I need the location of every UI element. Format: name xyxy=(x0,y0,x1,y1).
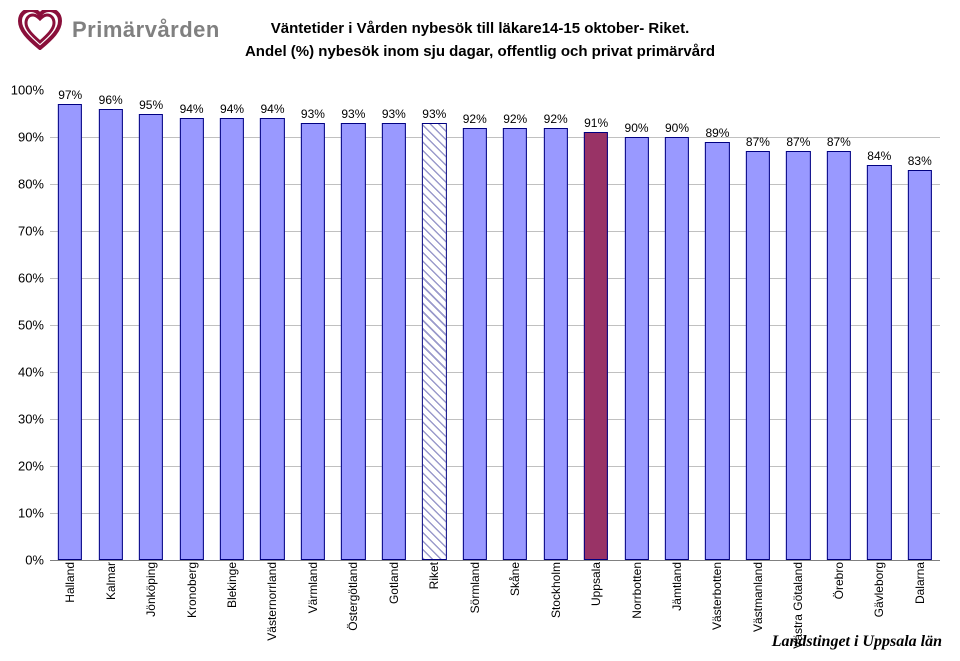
bar-value-label: 92% xyxy=(463,112,487,126)
bar-value-label: 93% xyxy=(341,107,365,121)
bar xyxy=(422,123,446,560)
bar-value-label: 96% xyxy=(99,93,123,107)
bar-value-label: 90% xyxy=(665,121,689,135)
bar xyxy=(786,151,810,560)
footer-text: Landstinget i Uppsala län xyxy=(772,633,942,651)
bar xyxy=(220,118,244,560)
bar-value-label: 87% xyxy=(746,135,770,149)
category-label: Västerbotten xyxy=(710,562,724,630)
bar xyxy=(746,151,770,560)
category-label: Kalmar xyxy=(104,562,118,600)
y-tick-label: 70% xyxy=(0,224,44,239)
category-label: Jämtland xyxy=(670,562,684,611)
y-tick-label: 10% xyxy=(0,506,44,521)
bar xyxy=(179,118,203,560)
x-axis-labels: Halland Kalmar Jönköping Kronoberg Blekinge V… xyxy=(50,562,940,632)
bar xyxy=(705,142,729,560)
bar xyxy=(301,123,325,560)
category-label: Blekinge xyxy=(225,562,239,608)
category-label: Örebro xyxy=(832,562,846,599)
bar-value-label: 93% xyxy=(422,107,446,121)
category-label: Jönköping xyxy=(144,562,158,617)
bar-value-label: 89% xyxy=(705,126,729,140)
bar xyxy=(867,165,891,560)
bar-value-label: 93% xyxy=(301,107,325,121)
bar-value-label: 83% xyxy=(908,154,932,168)
bar xyxy=(665,137,689,560)
bar xyxy=(341,123,365,560)
y-tick-label: 40% xyxy=(0,365,44,380)
category-label: Uppsala xyxy=(589,562,603,606)
bar-value-label: 93% xyxy=(382,107,406,121)
bar-value-label: 94% xyxy=(260,102,284,116)
category-label: Gävleborg xyxy=(872,562,886,617)
bar-value-label: 87% xyxy=(786,135,810,149)
y-tick-label: 100% xyxy=(0,83,44,98)
category-label: Skåne xyxy=(508,562,522,596)
y-tick-label: 50% xyxy=(0,318,44,333)
category-label: Västmanland xyxy=(751,562,765,632)
category-label: Östergötland xyxy=(346,562,360,631)
y-tick-label: 30% xyxy=(0,412,44,427)
y-tick-label: 60% xyxy=(0,271,44,286)
bar-value-label: 84% xyxy=(867,149,891,163)
bar-value-label: 95% xyxy=(139,98,163,112)
bar-value-label: 92% xyxy=(503,112,527,126)
category-label: Kronoberg xyxy=(185,562,199,618)
category-label: Stockholm xyxy=(549,562,563,618)
bar xyxy=(827,151,851,560)
bar-value-label: 94% xyxy=(220,102,244,116)
y-tick-label: 90% xyxy=(0,130,44,145)
bar-value-label: 87% xyxy=(827,135,851,149)
category-label: Halland xyxy=(63,562,77,603)
category-label: Sörmland xyxy=(468,562,482,613)
bar xyxy=(382,123,406,560)
bar xyxy=(503,128,527,560)
bar-value-label: 90% xyxy=(625,121,649,135)
bar xyxy=(624,137,648,560)
category-label: Värmland xyxy=(306,562,320,613)
title-line-1: Väntetider i Vården nybesök till läkare1… xyxy=(0,18,960,41)
y-tick-label: 0% xyxy=(0,553,44,568)
bar xyxy=(99,109,123,560)
bar xyxy=(58,104,82,560)
bar-value-label: 92% xyxy=(544,112,568,126)
bar-value-label: 97% xyxy=(58,88,82,102)
bar xyxy=(584,132,608,560)
chart-title: Väntetider i Vården nybesök till läkare1… xyxy=(0,18,960,63)
category-label: Dalarna xyxy=(913,562,927,604)
bar xyxy=(463,128,487,560)
bar-value-label: 91% xyxy=(584,116,608,130)
title-line-2: Andel (%) nybesök inom sju dagar, offent… xyxy=(0,41,960,64)
y-tick-label: 80% xyxy=(0,177,44,192)
bar xyxy=(260,118,284,560)
bar xyxy=(139,114,163,561)
bar xyxy=(544,128,568,560)
category-label: Riket xyxy=(427,562,441,589)
category-label: Gotland xyxy=(387,562,401,604)
category-label: Västernorrland xyxy=(265,562,279,641)
bar-chart: 0%10%20%30%40%50%60%70%80%90%100% 97%96%… xyxy=(50,90,940,560)
category-label: Norrbotten xyxy=(630,562,644,619)
bar xyxy=(908,170,932,560)
bar-value-label: 94% xyxy=(180,102,204,116)
y-tick-label: 20% xyxy=(0,459,44,474)
